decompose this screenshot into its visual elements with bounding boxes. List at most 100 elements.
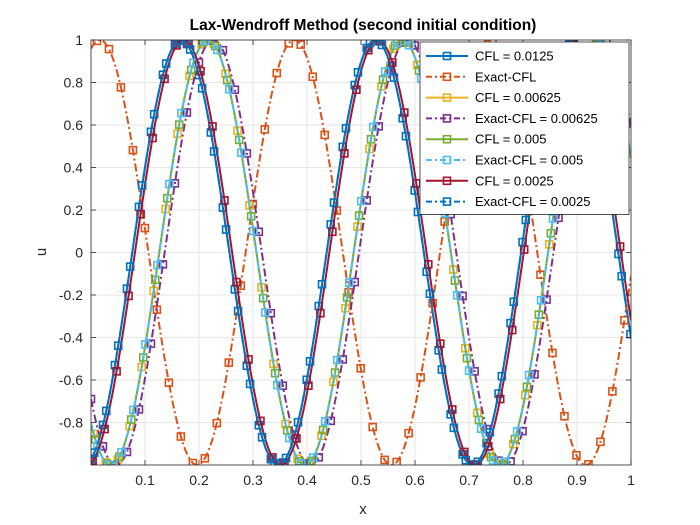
y-tick-label: -0.4 — [59, 330, 83, 346]
data-point — [320, 417, 330, 426]
legend-marker — [442, 134, 452, 144]
data-point — [161, 59, 171, 68]
legend-item: Exact-CFL = 0.00625 — [426, 111, 598, 126]
y-axis-label: u — [33, 248, 50, 256]
data-point — [230, 85, 240, 95]
data-point — [519, 245, 529, 254]
data-point — [317, 279, 327, 289]
data-point — [149, 109, 159, 119]
data-point — [254, 227, 264, 237]
data-point — [509, 297, 519, 307]
data-point — [116, 83, 126, 92]
x-tick-label: 0.4 — [297, 472, 317, 488]
y-tick-label: -0.2 — [59, 287, 83, 303]
data-point — [548, 214, 558, 223]
data-point — [368, 122, 378, 132]
data-point — [530, 370, 539, 379]
data-point — [620, 315, 629, 325]
data-point — [244, 355, 253, 364]
data-point — [365, 40, 375, 48]
legend-marker — [442, 176, 452, 186]
data-point — [197, 83, 207, 93]
data-point — [488, 456, 498, 465]
data-point — [521, 215, 531, 225]
data-point — [344, 278, 354, 288]
data-point — [368, 422, 377, 432]
data-point — [134, 405, 144, 414]
data-point — [113, 341, 123, 350]
legend-marker — [442, 155, 452, 165]
data-point — [389, 73, 399, 82]
data-point — [374, 122, 384, 131]
data-point — [103, 459, 112, 465]
data-point — [104, 44, 114, 54]
data-point — [464, 366, 474, 376]
series-line — [91, 40, 631, 465]
data-point — [401, 131, 411, 141]
data-point — [242, 149, 252, 158]
x-tick-label: 0.2 — [189, 472, 209, 488]
data-point — [423, 260, 433, 269]
data-point — [112, 367, 121, 376]
data-point — [164, 378, 174, 388]
data-point — [332, 355, 342, 365]
y-tick-label: 0.2 — [64, 202, 84, 218]
data-point — [449, 423, 459, 433]
data-point — [91, 394, 96, 404]
data-point — [141, 340, 150, 349]
data-point — [137, 181, 147, 190]
legend-item: CFL = 0.0125 — [426, 49, 554, 64]
x-tick-label: 0.8 — [513, 472, 533, 488]
y-tick-label: 0.8 — [64, 75, 84, 91]
data-point — [92, 40, 102, 46]
data-point — [272, 68, 282, 78]
data-point — [500, 457, 510, 465]
data-point — [560, 411, 569, 421]
data-point — [177, 108, 186, 118]
data-point — [326, 416, 336, 426]
legend-marker — [442, 93, 452, 102]
data-point — [269, 458, 279, 465]
data-point — [476, 424, 486, 433]
data-point — [278, 381, 288, 390]
data-point — [296, 459, 306, 465]
data-point — [100, 424, 109, 434]
data-point — [518, 426, 527, 436]
data-point — [416, 373, 425, 382]
x-tick-label: 0.6 — [405, 472, 425, 488]
data-point — [201, 40, 210, 45]
x-tick-label: 0.1 — [135, 472, 155, 488]
data-point — [188, 458, 198, 465]
data-point — [233, 306, 243, 316]
data-point — [362, 196, 372, 205]
data-point — [435, 339, 445, 348]
chart-title: Lax-Wendroff Method (second initial cond… — [190, 17, 537, 34]
legend-marker — [442, 197, 452, 206]
data-point — [470, 367, 479, 376]
data-point — [329, 198, 339, 207]
data-point — [200, 454, 210, 463]
data-point — [152, 305, 162, 314]
data-point — [452, 290, 462, 300]
legend-label: CFL = 0.0125 — [475, 49, 554, 64]
data-point — [220, 196, 229, 205]
y-tick-label: 0.4 — [64, 160, 84, 176]
data-point — [542, 295, 551, 304]
series-line — [91, 40, 631, 465]
series-6 — [91, 40, 631, 465]
data-point — [392, 457, 401, 465]
x-axis-label: x — [359, 501, 367, 518]
y-tick-label: 1 — [75, 32, 83, 48]
x-tick-label: 0.9 — [567, 472, 587, 488]
data-point — [212, 418, 222, 428]
y-tick-label: 0 — [75, 245, 83, 261]
data-point — [584, 459, 593, 465]
data-point — [380, 455, 389, 465]
legend-label: Exact-CFL = 0.00625 — [475, 111, 598, 126]
data-point — [512, 427, 522, 436]
data-point — [294, 456, 304, 465]
axis-ticks: 0.1 0.2 0.3 0.4 0.5 0.6 0.7 0.8 0.9 1 -0.8 -0.6 -0.4… — [59, 32, 635, 488]
data-point — [153, 260, 162, 270]
data-point — [338, 355, 348, 364]
data-point — [261, 308, 270, 317]
